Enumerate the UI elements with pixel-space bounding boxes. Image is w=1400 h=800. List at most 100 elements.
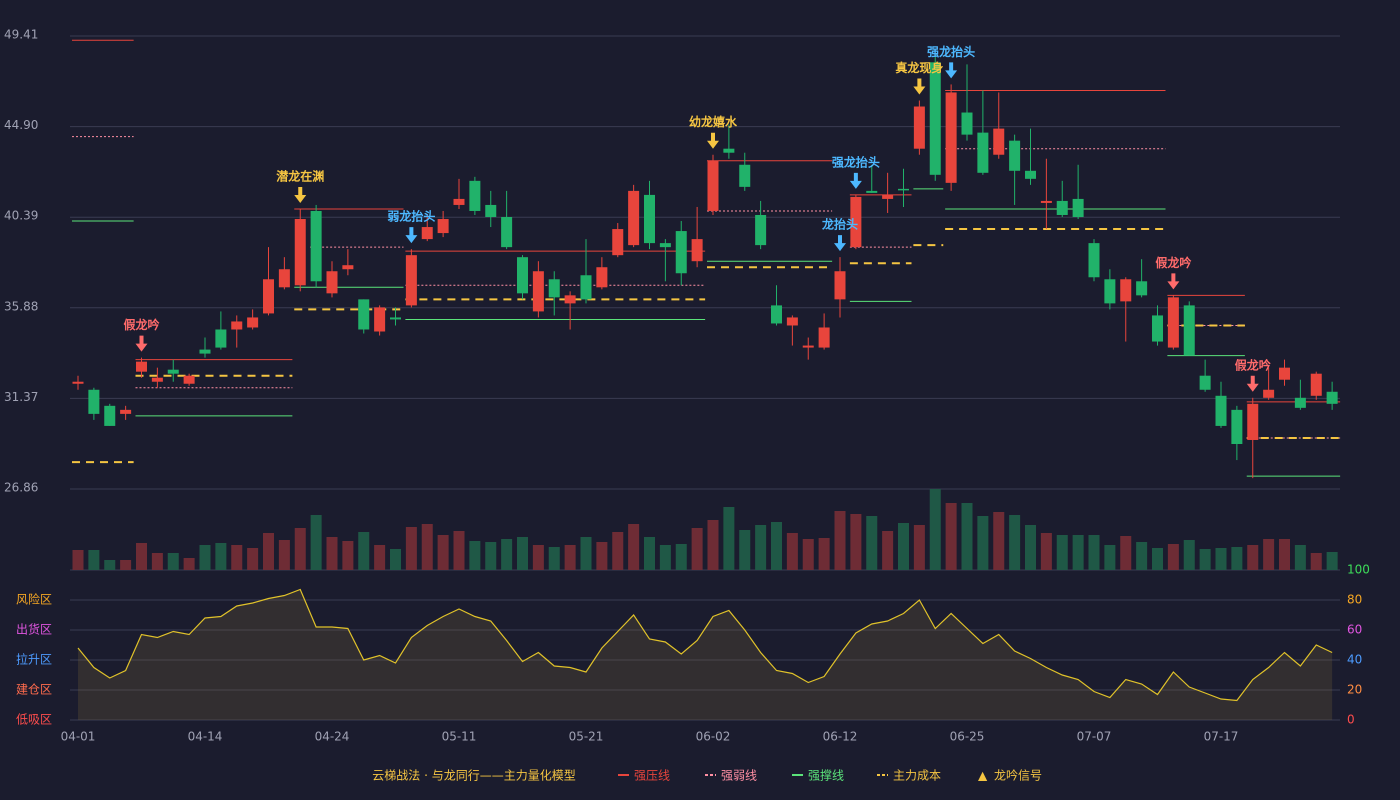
- volume-bar: [993, 512, 1005, 570]
- signal-label: 强龙抬头: [927, 44, 975, 59]
- volume-bar: [1152, 548, 1163, 570]
- volume-bar: [517, 537, 528, 570]
- candle-body: [929, 62, 941, 175]
- volume-bar: [1310, 553, 1322, 570]
- x-tick-label: 06-12: [823, 730, 858, 744]
- candle-body: [1167, 297, 1179, 348]
- volume-bar: [548, 547, 560, 570]
- volume-bar: [802, 539, 814, 570]
- y-tick-label: 26.86: [4, 481, 38, 495]
- y-tick-label: 44.90: [4, 118, 38, 132]
- candle-body: [1009, 140, 1021, 171]
- x-tick-label: 04-24: [315, 730, 350, 744]
- x-tick-label: 04-01: [61, 730, 96, 744]
- signal-arrow: [913, 78, 926, 95]
- volume-bar: [263, 533, 274, 570]
- volume-bar: [167, 553, 179, 570]
- signal-arrow: [1246, 375, 1259, 392]
- candle-body: [802, 345, 814, 348]
- candle-body: [850, 196, 862, 248]
- candle-body: [882, 194, 894, 199]
- candle-body: [786, 317, 798, 326]
- candle-body: [707, 160, 719, 211]
- candle-body: [1152, 315, 1163, 342]
- volume-bar: [1183, 540, 1195, 570]
- volume-bar: [183, 558, 195, 570]
- volume-bar: [1199, 549, 1211, 570]
- candle-body: [1072, 198, 1084, 217]
- zone-label: 拉升区: [16, 652, 52, 667]
- candle-body: [659, 243, 671, 248]
- y-tick-label: 49.41: [4, 28, 38, 42]
- y-tick-label: 40.39: [4, 209, 38, 223]
- volume-bar: [136, 543, 147, 570]
- candle-body: [326, 271, 338, 294]
- candle-body: [485, 204, 497, 217]
- candle-body: [405, 255, 417, 306]
- candle-body: [1231, 409, 1243, 445]
- volume-bar: [1167, 544, 1179, 570]
- volume-bar: [929, 489, 941, 570]
- indicator-tick-label: 60: [1347, 623, 1362, 637]
- volume-bar: [755, 525, 767, 570]
- indicator-line: [77, 588, 1333, 702]
- candle-body: [1183, 305, 1195, 356]
- candle-body: [453, 198, 465, 205]
- volume-bar: [1056, 535, 1068, 570]
- volume-bar: [104, 560, 116, 570]
- candle-body: [612, 229, 624, 256]
- volume-bar: [390, 549, 401, 570]
- legend-title: 云梯战法 · 与龙同行——主力量化模型: [372, 769, 575, 783]
- candle-body: [564, 295, 576, 304]
- candle-body: [199, 349, 211, 354]
- indicator-tick-label: 100: [1347, 563, 1370, 577]
- candle-body: [580, 275, 592, 300]
- volume-bar: [786, 533, 798, 570]
- candle-body: [1088, 243, 1100, 278]
- candle-body: [1040, 200, 1052, 203]
- candle-body: [961, 112, 973, 135]
- candle-body: [421, 227, 433, 240]
- candle-body: [1263, 389, 1275, 398]
- candle-body: [945, 92, 957, 183]
- volume-bar: [612, 532, 624, 570]
- volume-bar: [1231, 547, 1243, 570]
- signal-arrow: [135, 335, 148, 352]
- candle-body: [628, 190, 640, 246]
- candle-body: [72, 381, 84, 384]
- volume-bar: [564, 545, 576, 570]
- candle-body: [215, 329, 227, 348]
- volume-bar: [834, 511, 846, 570]
- volume-bar: [659, 545, 671, 570]
- legend-label: 强压线: [634, 769, 670, 783]
- candle-body: [644, 194, 655, 244]
- legend-symbol: ▲: [978, 769, 988, 783]
- volume-bar: [1247, 545, 1259, 570]
- volume-bar: [501, 539, 513, 570]
- candle-body: [104, 405, 116, 426]
- volume-bar: [1136, 542, 1148, 570]
- candle-body: [342, 265, 354, 270]
- candle-body: [913, 106, 925, 149]
- signal-label: 假龙吟: [1155, 255, 1191, 270]
- candle-body: [1215, 395, 1227, 426]
- signal-label: 潜龙在渊: [276, 168, 324, 183]
- candle-body: [120, 409, 132, 414]
- indicator-tick-label: 20: [1347, 683, 1362, 697]
- legend-label: 强撑线: [808, 768, 844, 783]
- volume-bar: [945, 503, 957, 570]
- signal-arrow: [294, 186, 307, 203]
- candle-body: [151, 377, 163, 382]
- volume-bar: [1326, 552, 1338, 570]
- volume-bar: [453, 531, 465, 570]
- signal-arrow: [945, 62, 958, 79]
- volume-bar: [120, 560, 132, 570]
- volume-bar: [1263, 539, 1275, 570]
- candle-body: [501, 216, 513, 248]
- candle-body: [771, 305, 782, 324]
- signal-arrow: [834, 235, 846, 252]
- volume-bar: [231, 545, 243, 570]
- volume-bar: [580, 537, 592, 570]
